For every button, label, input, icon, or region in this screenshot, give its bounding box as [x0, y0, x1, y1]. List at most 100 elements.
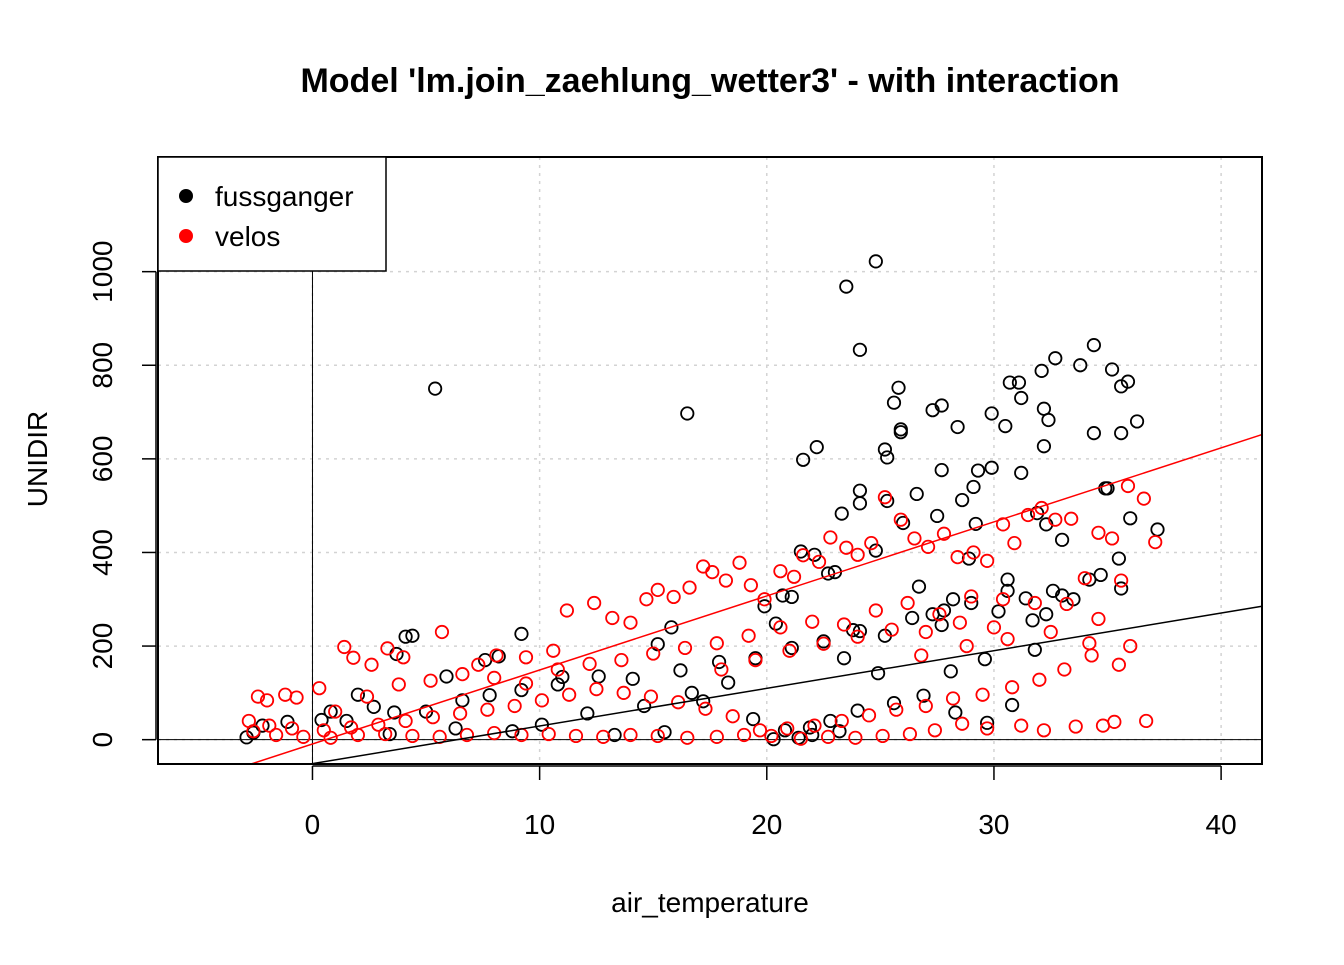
- data-point-velos: [861, 708, 877, 723]
- data-point-velos: [780, 721, 795, 736]
- data-point-fussganger: [555, 669, 570, 685]
- x-axis-label: air_temperature: [611, 887, 809, 918]
- data-point-fussganger: [984, 406, 999, 421]
- data-point-velos: [312, 681, 327, 696]
- data-point-fussganger: [970, 463, 986, 478]
- data-point-velos: [868, 603, 883, 618]
- data-point-fussganger: [768, 616, 783, 631]
- data-point-fussganger: [482, 688, 497, 703]
- data-point-velos: [559, 603, 574, 618]
- data-point-velos: [453, 706, 468, 721]
- data-point-fussganger: [721, 675, 736, 690]
- legend-label-fussganger: fussganger: [215, 181, 354, 212]
- data-point-velos: [718, 573, 734, 588]
- data-point-velos: [396, 650, 411, 665]
- data-point-fussganger: [711, 654, 727, 670]
- data-point-fussganger: [1114, 379, 1129, 394]
- data-point-velos: [582, 656, 597, 671]
- data-point-fussganger: [1086, 338, 1102, 353]
- data-point-fussganger: [836, 651, 852, 666]
- data-point-velos: [709, 729, 724, 744]
- data-point-velos: [936, 526, 952, 541]
- data-point-velos: [284, 721, 300, 736]
- legend-marker-fussganger: [179, 189, 193, 203]
- y-tick-label: 800: [87, 342, 118, 389]
- legend-label-velos: velos: [215, 221, 280, 252]
- data-point-velos: [262, 718, 277, 733]
- data-point-velos: [489, 648, 504, 663]
- data-point-velos: [562, 687, 577, 702]
- data-point-fussganger: [977, 652, 992, 667]
- data-point-velos: [966, 545, 981, 560]
- data-point-fussganger: [387, 705, 402, 720]
- data-point-velos: [743, 578, 758, 593]
- data-point-fussganger: [1027, 642, 1042, 657]
- data-point-velos: [945, 691, 961, 706]
- data-point-velos: [423, 673, 438, 688]
- data-point-fussganger: [930, 508, 945, 524]
- data-point-velos: [1020, 507, 1036, 523]
- data-point-velos: [786, 569, 802, 584]
- data-point-velos: [682, 580, 697, 595]
- data-point-velos: [823, 530, 838, 545]
- data-point-fussganger: [1000, 583, 1015, 598]
- data-point-velos: [677, 640, 693, 656]
- data-point-fussganger: [323, 704, 338, 719]
- data-point-velos: [1148, 535, 1163, 550]
- data-point-fussganger: [1000, 572, 1015, 587]
- data-point-fussganger: [405, 628, 420, 643]
- x-tick-label: 0: [305, 809, 321, 840]
- data-point-velos: [959, 638, 974, 654]
- data-point-velos: [296, 729, 311, 744]
- data-point-velos: [836, 617, 852, 632]
- data-point-velos: [337, 639, 352, 655]
- data-point-fussganger: [1014, 390, 1029, 406]
- data-point-fussganger: [580, 706, 595, 721]
- data-point-velos: [714, 662, 729, 677]
- data-point-velos: [698, 701, 713, 716]
- data-point-fussganger: [852, 483, 868, 498]
- data-point-fussganger: [455, 693, 470, 708]
- data-point-fussganger: [664, 620, 679, 635]
- data-point-fussganger: [514, 626, 529, 641]
- data-point-velos: [1048, 512, 1063, 527]
- data-point-fussganger: [1025, 613, 1040, 628]
- regression-line-fussganger: [310, 605, 1263, 765]
- data-point-fussganger: [1104, 362, 1120, 377]
- data-point-velos: [927, 723, 942, 738]
- data-point-velos: [955, 716, 970, 731]
- y-tick-label: 0: [87, 732, 118, 748]
- data-points: [239, 254, 1165, 747]
- data-point-velos: [346, 650, 361, 665]
- data-point-fussganger: [905, 610, 920, 626]
- data-point-velos: [596, 729, 611, 744]
- data-point-velos: [1057, 662, 1072, 677]
- data-point-fussganger: [398, 629, 413, 644]
- data-point-velos: [616, 685, 631, 700]
- data-point-velos: [736, 727, 752, 743]
- data-point-velos: [1111, 657, 1126, 672]
- data-point-velos: [696, 559, 711, 574]
- data-point-velos: [764, 728, 779, 744]
- data-point-fussganger: [909, 486, 924, 502]
- data-point-fussganger: [966, 479, 981, 495]
- data-point-velos: [900, 595, 915, 611]
- data-point-fussganger: [1034, 363, 1049, 378]
- data-point-velos: [975, 687, 990, 702]
- data-point-fussganger: [955, 492, 970, 508]
- data-point-velos: [289, 690, 304, 705]
- data-point-velos: [773, 564, 788, 579]
- data-point-fussganger: [823, 713, 838, 729]
- data-point-fussganger: [852, 496, 868, 511]
- data-point-fussganger: [625, 671, 640, 686]
- data-point-fussganger: [784, 589, 799, 605]
- data-point-velos: [1120, 478, 1136, 494]
- data-point-fussganger: [1129, 414, 1145, 429]
- data-point-fussganger: [945, 592, 961, 607]
- data-point-fussganger: [1123, 511, 1138, 526]
- data-point-velos: [398, 713, 413, 729]
- data-point-fussganger: [980, 715, 995, 730]
